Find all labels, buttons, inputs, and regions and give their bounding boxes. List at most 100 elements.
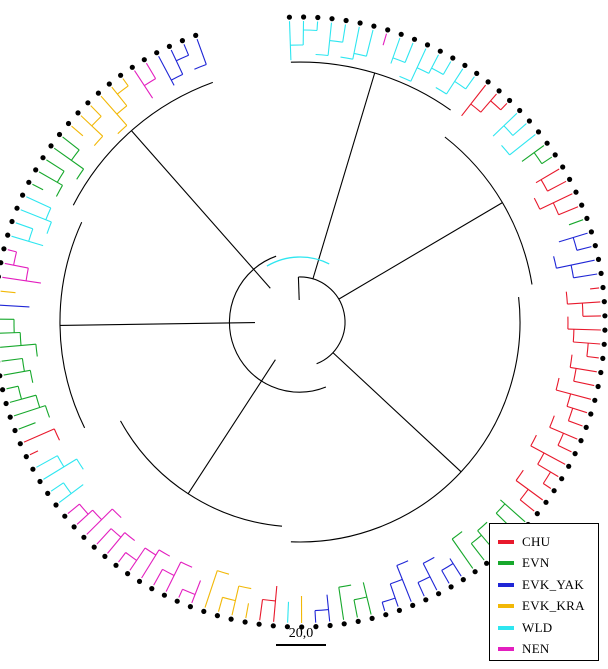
- clade-arc: [45, 207, 52, 221]
- tip-node: [71, 524, 77, 530]
- tip-node: [102, 553, 108, 560]
- clade-arc: [416, 67, 430, 74]
- clade-arc: [581, 303, 584, 317]
- clade-arc: [28, 228, 34, 242]
- legend-label: NEN: [522, 641, 550, 657]
- tip-node: [450, 55, 456, 61]
- legend-swatch: [498, 582, 514, 587]
- legend-item-evk-yak: EVK_YAK: [498, 574, 598, 596]
- leaf-branch: [567, 328, 601, 331]
- leaf-branch: [20, 209, 52, 223]
- leaf-branch: [390, 37, 401, 64]
- clade-arc: [470, 534, 482, 544]
- clade-arc: [441, 563, 454, 571]
- leaf-branch: [542, 483, 552, 489]
- clade-arc: [353, 596, 368, 601]
- leaf-branch: [396, 565, 412, 602]
- leaf-branch: [573, 380, 595, 387]
- leaf-branch: [183, 44, 190, 56]
- tip-node: [341, 621, 347, 627]
- tip-node: [579, 202, 585, 208]
- clade-arc: [125, 552, 137, 561]
- leaf-branch: [62, 136, 80, 151]
- clade-arc: [515, 469, 524, 481]
- clade-arc: [570, 264, 575, 278]
- tip-node: [355, 618, 361, 625]
- tip-node: [136, 578, 143, 585]
- clade-arc: [53, 428, 60, 441]
- clade-arc: [110, 528, 122, 538]
- leaf-branch: [0, 331, 21, 334]
- internal-branch: [312, 72, 376, 280]
- legend-item-nen: NEN: [498, 639, 598, 661]
- tip-node: [600, 284, 606, 291]
- clade-arc: [55, 185, 63, 197]
- leaf-branch: [1, 357, 23, 362]
- leaf-branch: [515, 480, 544, 501]
- legend-label: EVK_YAK: [522, 576, 585, 592]
- internal-branch: [332, 352, 462, 473]
- legend-label: CHU: [522, 533, 551, 549]
- clade-arc: [503, 125, 514, 136]
- clade-arc: [552, 202, 560, 215]
- clade-arc: [17, 386, 23, 400]
- clade-arc: [566, 393, 572, 407]
- leaf-branch: [26, 196, 52, 209]
- legend-swatch: [498, 625, 514, 630]
- clade-arc: [238, 585, 252, 590]
- tip-node: [369, 615, 375, 622]
- clade-arc: [314, 609, 329, 612]
- clade-arc: [417, 576, 431, 584]
- leaf-branch: [521, 145, 545, 162]
- clade-arc: [25, 267, 29, 281]
- tip-node: [106, 81, 112, 87]
- tip-node: [3, 400, 9, 407]
- tip-node: [141, 57, 147, 63]
- tip-node: [578, 438, 584, 444]
- tip-node: [91, 544, 97, 550]
- clade-arc: [44, 405, 51, 418]
- tip-node: [113, 562, 119, 568]
- internal-branch: [59, 322, 256, 326]
- leaf-branch: [352, 26, 360, 60]
- clade-arc: [573, 368, 577, 382]
- leaf-branch: [0, 343, 36, 348]
- tip-node: [411, 36, 418, 42]
- tip-node: [118, 72, 124, 78]
- leaf-branch: [417, 582, 425, 597]
- leaf-branch: [316, 21, 319, 31]
- leaf-branch: [326, 594, 331, 622]
- tip-node: [53, 502, 59, 508]
- tip-node: [0, 260, 4, 266]
- clade-arc: [555, 377, 560, 391]
- clade-arc: [21, 358, 25, 372]
- leaf-branch: [36, 455, 58, 468]
- clade-arc: [519, 488, 529, 501]
- clade-arc: [569, 354, 573, 368]
- clade-arc: [171, 73, 183, 81]
- clade-arc: [399, 75, 412, 82]
- leaf-branch: [342, 24, 347, 43]
- clade-arc: [329, 40, 343, 43]
- leaf-branch: [327, 22, 333, 56]
- tip-node: [313, 624, 319, 630]
- clade-arc: [117, 85, 129, 95]
- leaf-branch: [86, 508, 113, 535]
- tip-node: [85, 100, 91, 106]
- tip-node: [12, 427, 18, 434]
- leaf-branch: [32, 183, 44, 191]
- leaf-branch: [586, 355, 599, 359]
- leaf-branch: [512, 123, 527, 136]
- leaf-branch: [441, 570, 450, 584]
- leaf-branch: [7, 249, 17, 253]
- leaf-branch: [23, 428, 55, 443]
- leaf-branch: [50, 482, 64, 492]
- clade-arc: [565, 291, 568, 305]
- tip-node: [56, 131, 63, 138]
- tip-node: [242, 619, 248, 625]
- leaf-branch: [530, 445, 566, 465]
- tip-node: [7, 414, 13, 420]
- tip-node: [600, 355, 606, 361]
- leaf-branch: [465, 76, 475, 90]
- leaf-branch: [382, 33, 388, 46]
